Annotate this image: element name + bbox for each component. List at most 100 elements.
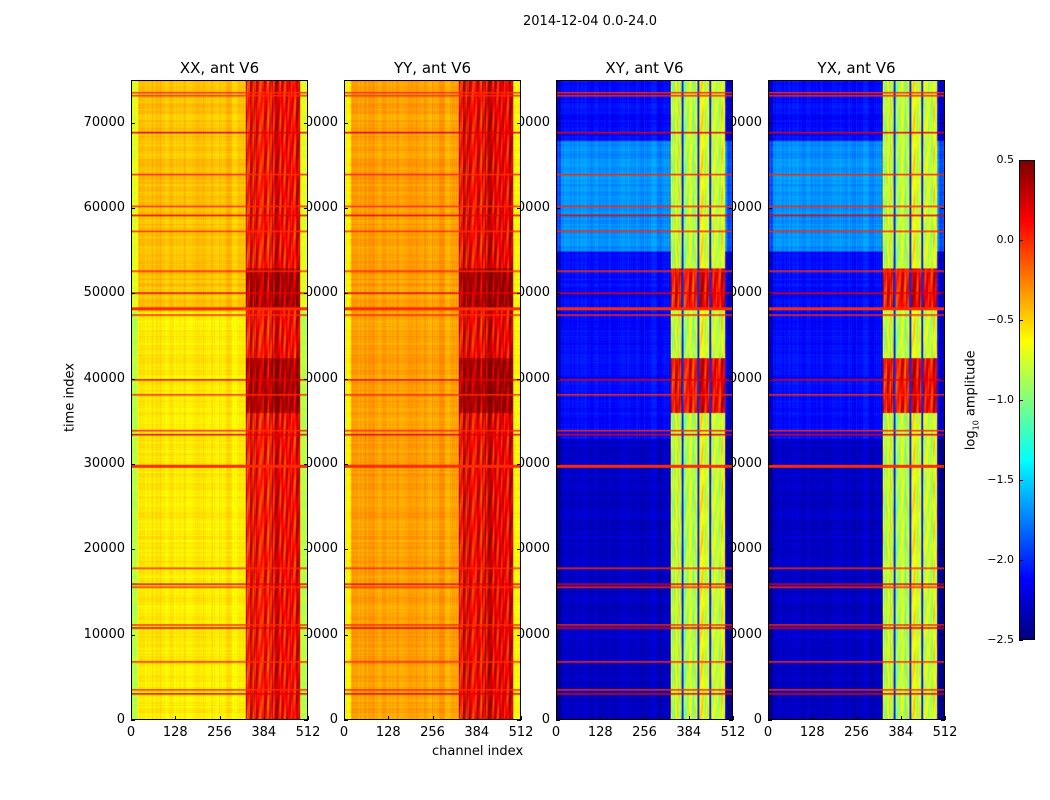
x-tick-label: 512	[932, 725, 958, 740]
y-tick-mark	[941, 464, 945, 465]
x-tick-label: 384	[464, 725, 490, 740]
y-tick-mark	[304, 549, 308, 551]
y-tick-mark	[344, 293, 348, 295]
y-tick-label: 10000	[83, 626, 125, 642]
y-tick-mark	[941, 122, 945, 124]
colorbar-tick-label: −0.5	[987, 313, 1014, 326]
y-tick-label: 20000	[83, 541, 125, 557]
y-tick-mark	[131, 634, 135, 636]
x-tick-mark	[175, 716, 177, 720]
y-tick-mark	[941, 378, 945, 380]
x-tick-label: 256	[207, 725, 232, 740]
y-tick-mark	[768, 293, 772, 295]
x-tick-label: 384	[251, 725, 277, 740]
y-tick-mark	[517, 208, 521, 209]
figure-title: 2014-12-04 0.0-24.0	[523, 14, 657, 29]
x-tick-label: 256	[632, 725, 657, 740]
x-tick-mark	[945, 716, 946, 720]
x-tick-mark	[476, 716, 478, 720]
colorbar-label: log10 amplitude	[964, 340, 981, 460]
panel-title: YY, ant V6	[393, 59, 471, 77]
y-tick-mark	[344, 208, 348, 209]
colorbar-tick-mark	[1019, 320, 1023, 321]
colorbar-tick-label: −1.5	[987, 473, 1014, 486]
y-tick-mark	[768, 720, 772, 721]
x-tick-label: 128	[587, 725, 613, 740]
y-tick-mark	[768, 378, 772, 380]
y-tick-mark	[768, 634, 772, 636]
y-tick-mark	[131, 720, 135, 721]
y-tick-label: 0	[541, 712, 550, 727]
x-tick-mark	[432, 716, 434, 720]
y-tick-mark	[941, 634, 945, 636]
colorbar-tick-label: 0.5	[996, 153, 1015, 166]
y-tick-mark	[556, 378, 560, 380]
colorbar-tick-mark	[1019, 240, 1023, 241]
heatmap-xy	[556, 80, 733, 720]
x-tick-label: 512	[508, 725, 534, 740]
x-tick-mark	[521, 716, 522, 720]
y-tick-mark	[517, 122, 521, 124]
colorbar-tick-label: −2.0	[987, 553, 1014, 566]
y-tick-label: 0	[753, 712, 762, 727]
x-tick-label: 0	[763, 725, 773, 740]
y-tick-label: 0	[116, 712, 125, 727]
y-tick-mark	[729, 720, 733, 721]
colorbar-label-main: log	[963, 430, 979, 451]
x-tick-mark	[556, 716, 557, 720]
y-tick-mark	[941, 549, 945, 551]
colorbar-tick-mark	[1019, 480, 1023, 481]
y-tick-mark	[556, 464, 560, 465]
x-tick-mark	[644, 716, 646, 720]
colorbar-tick-mark	[1019, 640, 1023, 641]
colorbar-tick-mark	[1019, 560, 1023, 561]
panel-title: XY, ant V6	[605, 59, 684, 77]
colorbar-tick-label: −2.5	[987, 633, 1014, 646]
y-tick-mark	[131, 122, 135, 124]
y-tick-mark	[304, 720, 308, 721]
y-tick-mark	[556, 122, 560, 124]
y-tick-mark	[768, 122, 772, 124]
colorbar-label-subscript: 10	[971, 420, 981, 431]
colorbar-tick-label: 0.0	[996, 233, 1015, 246]
x-tick-mark	[768, 716, 769, 720]
y-tick-mark	[729, 634, 733, 636]
x-tick-label: 128	[375, 725, 401, 740]
y-tick-mark	[729, 122, 733, 124]
y-tick-mark	[304, 464, 308, 465]
y-tick-mark	[768, 549, 772, 551]
y-axis-label: time index	[62, 362, 78, 433]
colorbar-tick-mark	[1019, 160, 1023, 161]
y-tick-mark	[344, 378, 348, 380]
x-tick-mark	[388, 716, 390, 720]
x-tick-mark	[733, 716, 734, 720]
x-tick-mark	[688, 716, 690, 720]
panel-title: YX, ant V6	[817, 59, 896, 77]
y-tick-mark	[131, 464, 135, 465]
x-tick-mark	[344, 716, 345, 720]
y-tick-mark	[131, 549, 135, 551]
heatmap-yx	[768, 80, 945, 720]
x-tick-mark	[856, 716, 858, 720]
x-tick-label: 256	[420, 725, 445, 740]
y-tick-mark	[344, 549, 348, 551]
panel-title: XX, ant V6	[179, 59, 260, 77]
colorbar-tick-label: −1.0	[987, 393, 1014, 406]
x-tick-mark	[131, 716, 132, 720]
x-tick-mark	[900, 716, 902, 720]
x-tick-label: 0	[126, 725, 136, 740]
colorbar-tick-mark	[1019, 400, 1023, 401]
y-tick-mark	[556, 208, 560, 209]
y-tick-mark	[517, 549, 521, 551]
y-tick-label: 70000	[83, 114, 125, 130]
y-tick-mark	[344, 720, 348, 721]
y-tick-mark	[304, 208, 308, 209]
heatmap-yy	[344, 80, 521, 720]
x-tick-label: 384	[676, 725, 702, 740]
y-tick-label: 40000	[83, 370, 125, 386]
colorbar-label-rest: amplitude	[963, 350, 979, 421]
y-tick-mark	[517, 293, 521, 295]
y-tick-label: 0	[329, 712, 338, 727]
y-tick-mark	[304, 293, 308, 295]
y-tick-mark	[941, 293, 945, 295]
